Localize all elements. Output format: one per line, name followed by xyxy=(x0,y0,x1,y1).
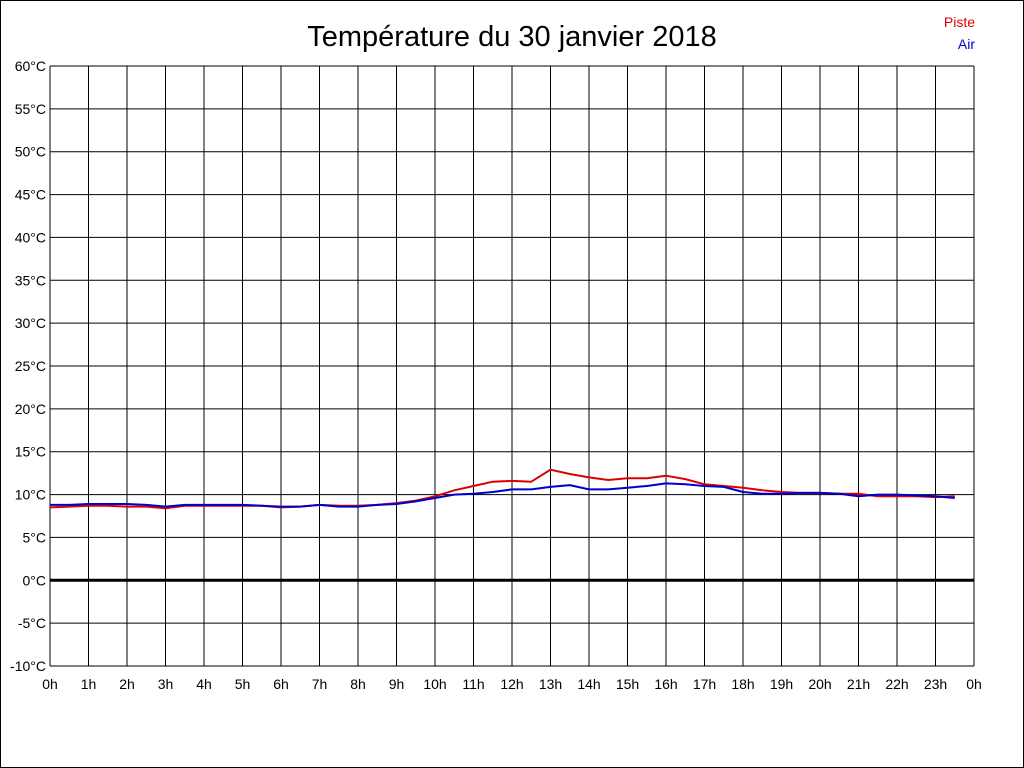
chart-title: Température du 30 janvier 2018 xyxy=(307,21,716,53)
y-tick-label: -10°C xyxy=(10,658,46,674)
x-tick-label: 22h xyxy=(885,676,908,692)
x-tick-label: 12h xyxy=(500,676,523,692)
y-tick-label: 60°C xyxy=(15,58,46,74)
x-tick-label: 0h xyxy=(966,676,982,692)
y-tick-label: 5°C xyxy=(23,529,47,545)
y-tick-label: 0°C xyxy=(23,572,47,588)
x-tick-label: 8h xyxy=(350,676,366,692)
x-tick-label: 20h xyxy=(808,676,831,692)
x-tick-label: 17h xyxy=(693,676,716,692)
axis-labels: 60°C 55°C 50°C 45°C 40°C 35°C 30°C 25°C 20°C 15°C… xyxy=(10,58,982,692)
x-tick-label: 7h xyxy=(312,676,328,692)
legend-entry-air: Air xyxy=(958,36,975,52)
x-tick-label: 9h xyxy=(389,676,405,692)
y-tick-label: 35°C xyxy=(15,272,46,288)
series-line-air xyxy=(50,482,955,508)
y-tick-label: 45°C xyxy=(15,187,46,203)
y-tick-label: -5°C xyxy=(18,615,46,631)
y-tick-label: 40°C xyxy=(15,229,46,245)
x-tick-label: 11h xyxy=(462,676,484,692)
x-tick-label: 21h xyxy=(847,676,870,692)
legend-entry-piste: Piste xyxy=(944,14,975,30)
y-tick-label: 30°C xyxy=(15,315,46,331)
x-tick-label: 14h xyxy=(577,676,600,692)
x-tick-label: 15h xyxy=(616,676,639,692)
y-tick-label: 50°C xyxy=(15,144,46,160)
x-tick-label: 3h xyxy=(158,676,174,692)
y-tick-label: 15°C xyxy=(15,444,46,460)
x-tick-label: 13h xyxy=(539,676,562,692)
series-line-piste xyxy=(49,468,955,510)
x-tick-label: 10h xyxy=(423,676,446,692)
x-tick-label: 1h xyxy=(81,676,97,692)
x-tick-label: 2h xyxy=(119,676,135,692)
x-tick-label: 5h xyxy=(235,676,251,692)
y-tick-label: 10°C xyxy=(15,487,46,503)
series-layer xyxy=(49,468,955,510)
x-tick-label: 6h xyxy=(273,676,289,692)
x-tick-label: 23h xyxy=(924,676,947,692)
grid xyxy=(49,65,975,667)
x-tick-label: 19h xyxy=(770,676,793,692)
x-tick-label: 4h xyxy=(196,676,212,692)
x-tick-label: 16h xyxy=(654,676,677,692)
legend: Piste Air xyxy=(944,14,975,52)
x-tick-label: 18h xyxy=(731,676,754,692)
y-tick-label: 55°C xyxy=(15,101,46,117)
y-tick-label: 25°C xyxy=(15,358,46,374)
y-tick-label: 20°C xyxy=(15,401,46,417)
x-tick-label: 0h xyxy=(42,676,58,692)
